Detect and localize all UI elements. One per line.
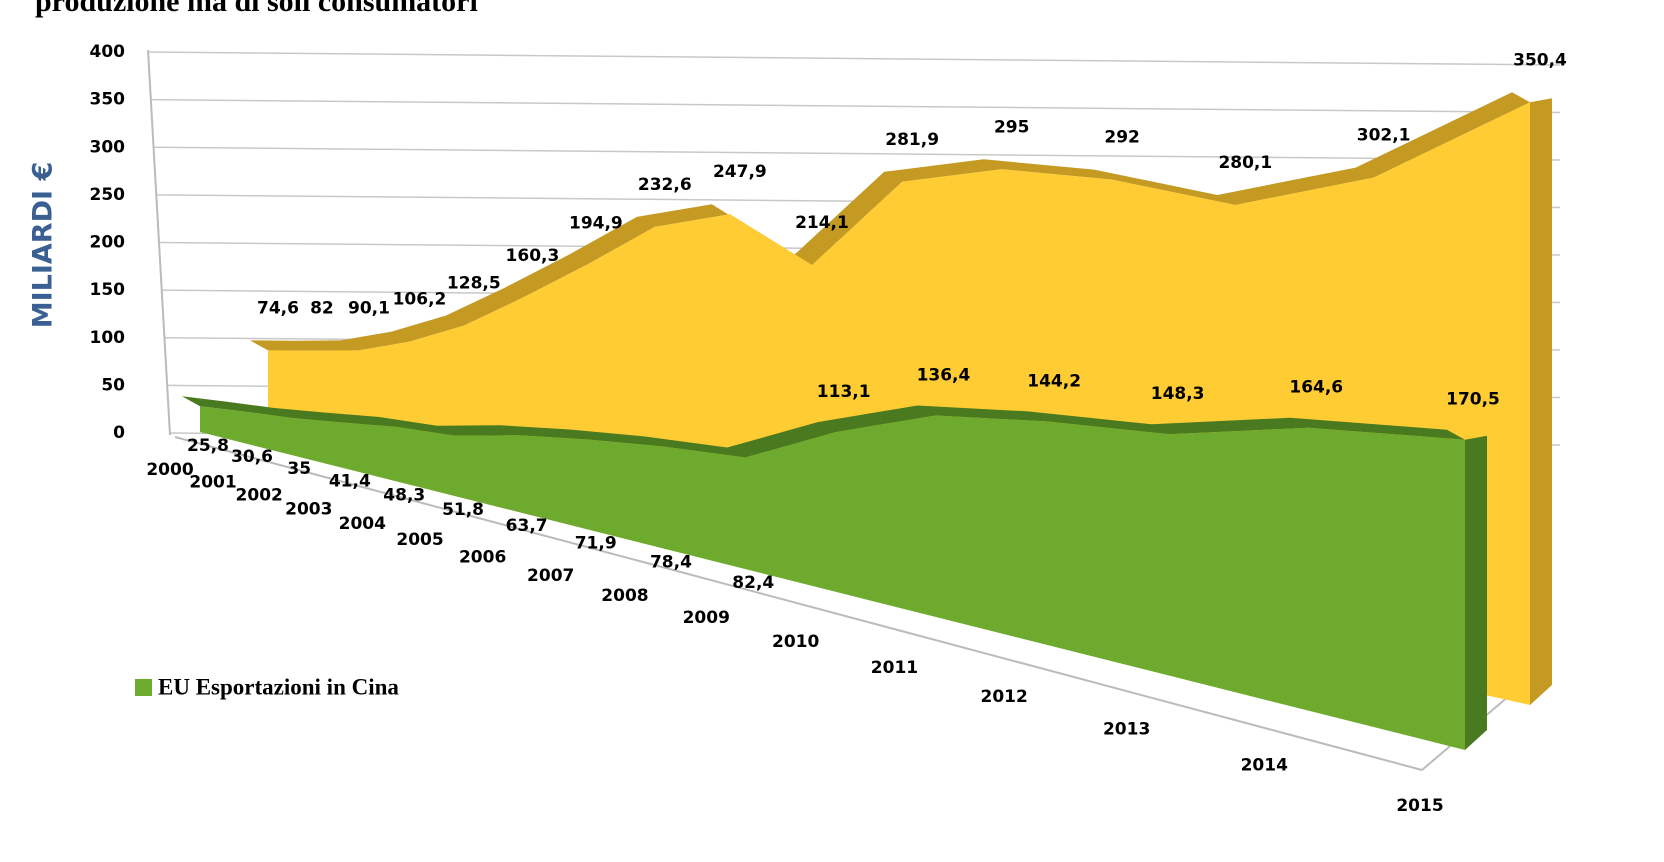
x-tick-label: 2010 <box>772 632 819 652</box>
chart-title: produzione ma di soli consumatori <box>35 0 478 18</box>
data-label: 350,4 <box>1513 50 1567 70</box>
y-tick-label: 200 <box>90 233 126 253</box>
x-tick-label: 2013 <box>1103 719 1150 739</box>
data-label: 71,9 <box>575 533 617 553</box>
area-side <box>1530 98 1552 705</box>
y-tick-label: 250 <box>90 185 126 205</box>
legend-swatch <box>135 679 152 696</box>
data-label: 48,3 <box>383 485 425 505</box>
data-label: 113,1 <box>817 382 871 402</box>
x-tick-label: 2015 <box>1396 796 1443 816</box>
data-label: 90,1 <box>348 298 390 318</box>
x-tick-label: 2008 <box>601 586 648 606</box>
y-tick-label: 0 <box>113 423 125 443</box>
floor-edge <box>174 436 1423 771</box>
legend-label: EU Esportazioni in Cina <box>158 674 399 699</box>
y-tick-label: 350 <box>90 90 126 110</box>
grid-line <box>153 146 1561 161</box>
y-axis-label: MILIARDI € <box>28 162 59 329</box>
y-tick-label: 50 <box>101 375 125 395</box>
y-tick-label: 150 <box>90 280 126 300</box>
data-label: 295 <box>994 117 1030 137</box>
data-label: 41,4 <box>329 472 371 492</box>
x-tick-label: 2014 <box>1241 755 1288 775</box>
area <box>200 406 1465 750</box>
data-label: 144,2 <box>1027 371 1081 391</box>
x-tick-label: 2011 <box>871 658 918 678</box>
data-label: 280,1 <box>1218 153 1272 173</box>
y-tick-label: 400 <box>90 42 126 62</box>
data-label: 247,9 <box>713 162 767 182</box>
data-label: 281,9 <box>885 130 939 150</box>
grid-line <box>150 98 1561 114</box>
data-label: 74,6 <box>257 298 299 318</box>
x-tick-label: 2006 <box>459 547 506 567</box>
x-tick-label: 2004 <box>339 514 386 534</box>
grid-line <box>147 51 1561 66</box>
y-axis <box>147 49 171 436</box>
x-tick-label: 2005 <box>396 530 443 550</box>
data-label: 302,1 <box>1357 126 1411 146</box>
data-label: 30,6 <box>231 447 273 467</box>
data-label: 82 <box>310 299 334 319</box>
data-label: 214,1 <box>795 213 849 233</box>
data-label: 63,7 <box>506 516 548 536</box>
data-label: 148,3 <box>1151 384 1205 404</box>
data-label: 128,5 <box>447 274 501 294</box>
area-top <box>182 396 1465 458</box>
y-tick-label: 100 <box>90 328 126 348</box>
data-label: 25,8 <box>187 436 229 456</box>
data-label: 194,9 <box>569 213 623 233</box>
data-label: 232,6 <box>638 175 692 195</box>
y-tick-label: 300 <box>90 137 126 157</box>
data-label: 106,2 <box>393 290 447 310</box>
data-label: 78,4 <box>650 552 692 572</box>
x-tick-label: 2009 <box>683 608 730 628</box>
x-tick-label: 2000 <box>146 460 193 480</box>
data-label: 51,8 <box>442 500 484 520</box>
x-tick-label: 2003 <box>285 499 332 519</box>
data-label: 160,3 <box>506 246 560 266</box>
x-tick-label: 2001 <box>189 472 236 492</box>
x-tick-label: 2007 <box>527 566 574 586</box>
x-tick-label: 2012 <box>980 687 1027 707</box>
data-label: 82,4 <box>732 573 774 593</box>
data-label: 35 <box>287 459 311 479</box>
data-label: 136,4 <box>917 365 971 385</box>
data-label: 292 <box>1104 128 1140 148</box>
x-tick-label: 2002 <box>236 485 283 505</box>
data-label: 164,6 <box>1289 378 1343 398</box>
area-side <box>1465 435 1487 750</box>
data-label: 170,5 <box>1446 390 1500 410</box>
